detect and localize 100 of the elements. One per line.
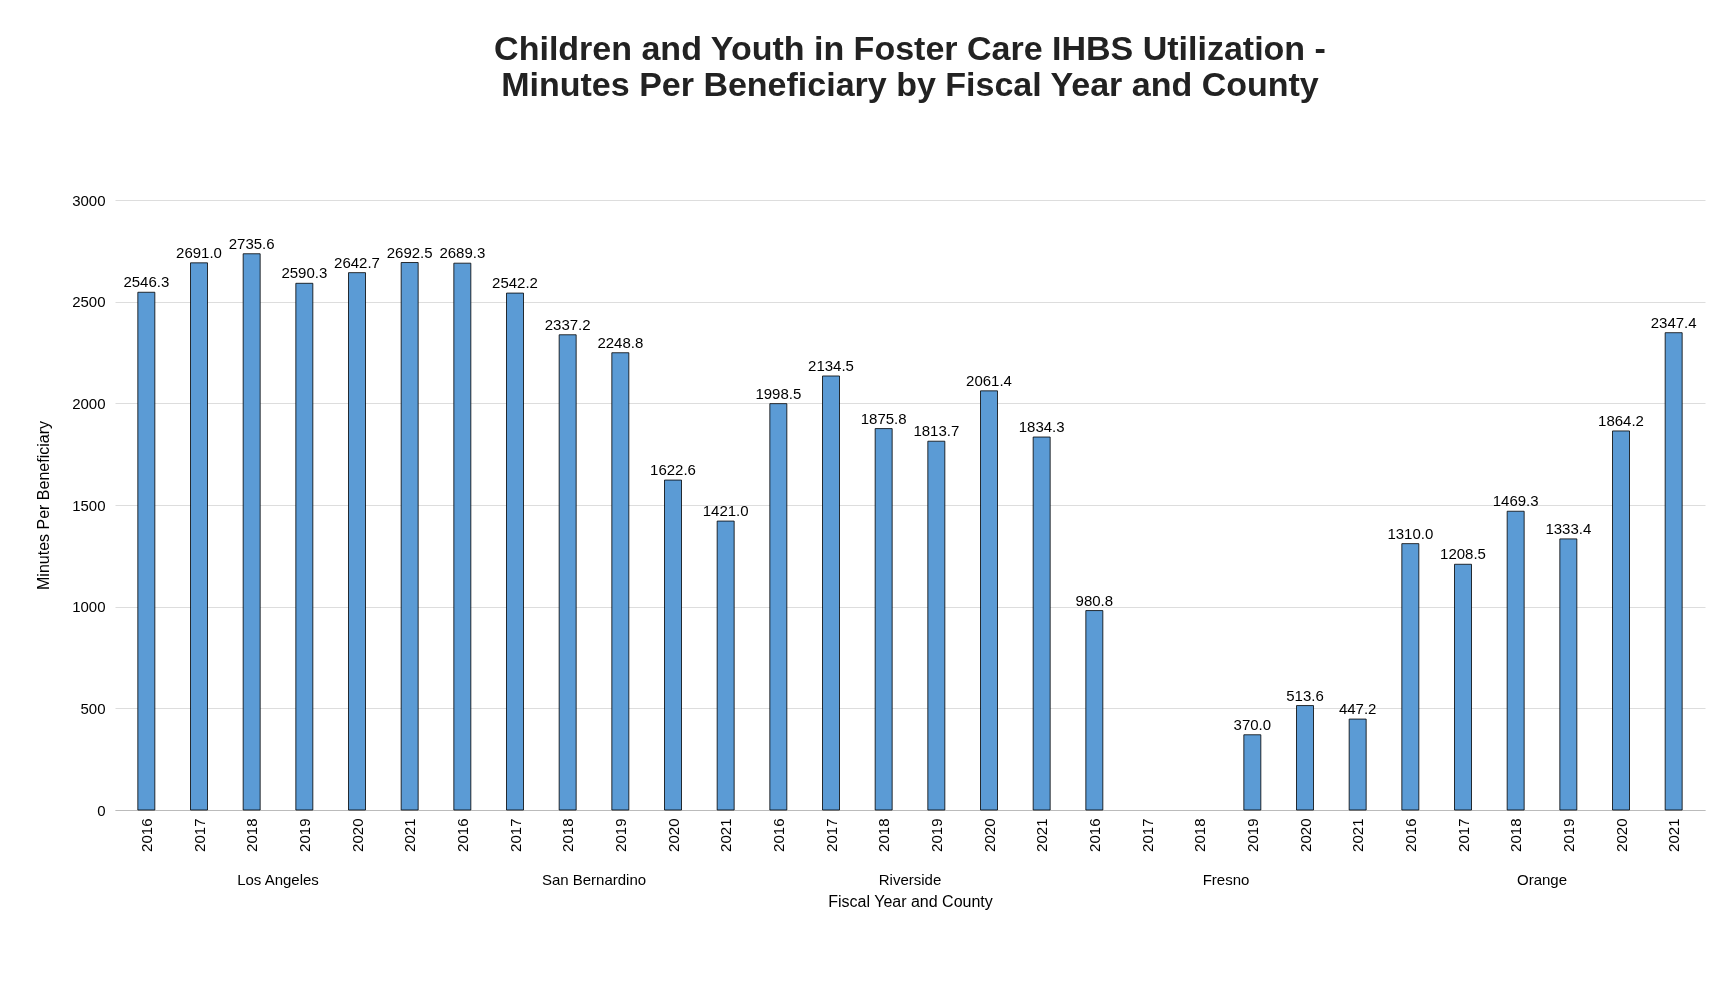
x-tick-label: 2016	[769, 818, 787, 852]
x-tick-label: 2018	[1191, 818, 1209, 852]
y-tick-label: 500	[80, 699, 106, 717]
data-label: 1622.6	[650, 461, 696, 479]
data-label: 2590.3	[281, 264, 328, 282]
data-label: 447.2	[1338, 700, 1377, 718]
x-tick-label: 2017	[1454, 818, 1472, 852]
data-label: 1998.5	[755, 384, 802, 402]
y-tick-label: 1000	[72, 598, 106, 616]
data-label: 2248.8	[597, 333, 644, 351]
text: Los Angeles	[237, 871, 319, 888]
text: San Bernardino	[541, 871, 647, 888]
x-tick-label: 2016	[453, 818, 471, 852]
data-label: 2542.2	[492, 274, 538, 292]
bar	[1454, 563, 1472, 811]
data-label: 2735.6	[228, 234, 275, 252]
x-tick-label: 2017	[822, 818, 840, 852]
bar	[137, 291, 156, 811]
bar	[558, 334, 577, 811]
data-label: 370.0	[1233, 715, 1272, 733]
x-tick-label: 2021	[1033, 818, 1051, 852]
data-label: 1813.7	[913, 422, 960, 440]
data-label: 2689.3	[439, 244, 486, 262]
y-tick-label: 2000	[72, 394, 106, 412]
text: Fresno	[1202, 871, 1250, 888]
data-label: 2546.3	[123, 273, 170, 291]
x-tick-label: 2018	[559, 818, 577, 852]
x-tick-label: 2016	[137, 818, 155, 852]
data-label: 2134.5	[808, 356, 854, 374]
text: Orange	[1516, 871, 1568, 888]
bar	[1506, 510, 1525, 811]
x-tick-label: 2018	[1507, 818, 1525, 852]
data-label: 2061.4	[966, 371, 1012, 389]
bar	[1243, 734, 1262, 811]
y-tick-label: 0	[97, 801, 106, 819]
x-tick-label: 2017	[506, 818, 524, 852]
bar	[242, 253, 261, 811]
bar	[716, 520, 735, 811]
data-label: 2692.5	[386, 243, 433, 261]
bar	[927, 440, 946, 811]
x-tick-label: 2021	[401, 818, 419, 852]
bar	[611, 352, 630, 811]
x-tick-label: 2020	[348, 818, 366, 852]
bar	[190, 262, 208, 811]
data-label: 2347.4	[1650, 313, 1697, 331]
y-axis-title: Minutes Per Beneficiary	[35, 421, 53, 590]
x-tick-label: 2019	[611, 818, 629, 852]
data-label: 1864.2	[1598, 411, 1644, 429]
data-label: 1310.0	[1387, 524, 1434, 542]
data-label: 2642.7	[334, 253, 380, 271]
bar	[1612, 430, 1630, 811]
x-tick-label: 2019	[927, 818, 945, 852]
data-label: 1469.3	[1492, 492, 1539, 510]
data-label: 1421.0	[702, 502, 749, 520]
x-tick-label: 2019	[295, 818, 313, 852]
bar	[1032, 436, 1051, 811]
y-tick-label: 1500	[72, 496, 106, 514]
x-tick-label: 2016	[1085, 818, 1103, 852]
bar	[1559, 538, 1578, 811]
bar	[822, 375, 840, 811]
bar	[348, 272, 366, 811]
x-tick-label: 2020	[664, 818, 682, 852]
bar	[769, 403, 788, 811]
bar	[664, 479, 682, 811]
bar	[1296, 705, 1314, 811]
bar	[400, 262, 419, 811]
x-tick-label: 2018	[243, 818, 261, 852]
data-label: 2691.0	[176, 243, 222, 261]
data-label: 1875.8	[860, 409, 907, 427]
bar	[1348, 718, 1367, 811]
x-tick-label: 2021	[717, 818, 735, 852]
bar	[1401, 543, 1420, 811]
bar	[506, 292, 524, 811]
text: Riverside	[878, 871, 942, 888]
data-label: 980.8	[1075, 591, 1114, 609]
x-tick-label: 2020	[980, 818, 998, 852]
x-tick-label: 2017	[190, 818, 208, 852]
y-tick-label: 2500	[72, 293, 106, 311]
chart-title: Children and Youth in Foster Care IHBS Utilization - Minutes Per Beneficiary by Fiscal Year and County	[494, 29, 1326, 103]
data-label: 1333.4	[1545, 519, 1592, 537]
x-tick-label: 2019	[1559, 818, 1577, 852]
x-tick-label: 2018	[875, 818, 893, 852]
x-tick-label: 2020	[1296, 818, 1314, 852]
bar	[1664, 332, 1683, 811]
x-tick-label: 2017	[1138, 818, 1156, 852]
data-label: 1834.3	[1018, 418, 1065, 436]
x-axis-title: Fiscal Year and County	[828, 892, 993, 910]
bar	[980, 390, 998, 811]
data-label: 1208.5	[1440, 545, 1486, 563]
x-tick-label: 2016	[1401, 818, 1419, 852]
bar	[453, 262, 472, 811]
bar	[1085, 610, 1104, 811]
y-tick-label: 3000	[72, 191, 106, 209]
data-label: 513.6	[1286, 686, 1324, 704]
x-tick-label: 2021	[1349, 818, 1367, 852]
bar	[874, 428, 893, 811]
data-label: 2337.2	[544, 315, 591, 333]
bar	[295, 282, 314, 811]
x-tick-label: 2020	[1612, 818, 1630, 852]
x-tick-label: 2019	[1243, 818, 1261, 852]
